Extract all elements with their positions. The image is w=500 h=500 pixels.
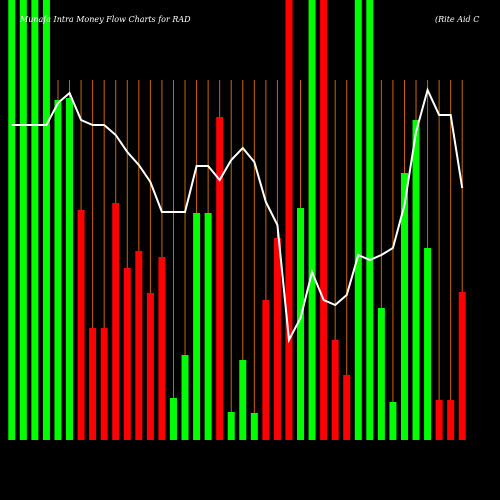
bar [135,251,143,440]
bar [89,328,97,440]
chart-subtitle: (Rite Aid C [435,15,479,24]
bar [123,268,131,440]
bar [297,208,305,440]
bar [204,213,212,440]
bar [400,173,408,440]
bar [100,328,108,440]
bar [389,402,397,440]
bar [308,0,316,440]
bar [331,340,339,440]
bar [458,292,466,440]
bar [146,293,154,440]
bar [54,100,62,440]
bar [424,248,432,440]
bar [158,257,166,440]
bar [216,117,224,440]
bar [19,0,27,440]
bar [377,308,385,440]
bar [262,300,270,440]
bar [273,238,281,440]
bar [193,213,201,440]
bar [239,360,247,440]
bar [412,120,420,440]
bar [66,98,74,440]
bar [31,0,39,440]
bar [320,0,328,440]
bar [435,400,443,440]
bar [77,210,85,440]
bar [285,0,293,440]
money-flow-line [11,87,464,344]
bar [42,0,50,440]
bar [343,375,351,440]
bar [227,412,235,440]
bar [250,413,258,440]
bar [112,203,120,440]
bar [354,0,362,440]
bar [8,0,16,440]
bar [447,400,455,440]
bar [366,0,374,440]
chart-title: Munafa Intra Money Flow Charts for RAD [19,15,191,24]
bar [169,398,177,440]
bar [181,355,189,440]
